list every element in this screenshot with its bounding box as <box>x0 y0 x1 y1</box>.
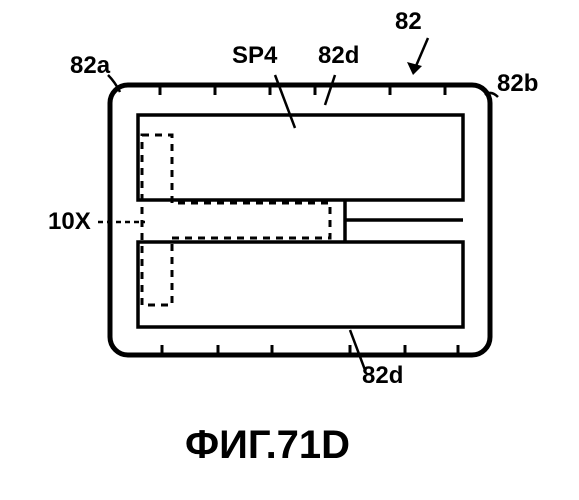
dashed-t-shape <box>142 135 330 305</box>
label-sp4: SP4 <box>232 42 277 70</box>
inner-panel-bottom <box>138 242 463 327</box>
label-82d-bottom: 82d <box>362 362 403 390</box>
arrow-82 <box>407 38 428 75</box>
figure-caption: ФИГ.71D <box>185 423 350 468</box>
label-82a: 82a <box>70 52 110 80</box>
label-82: 82 <box>395 8 422 36</box>
label-82d-top: 82d <box>318 42 359 70</box>
label-10x: 10X <box>48 208 91 236</box>
label-82b: 82b <box>497 70 538 98</box>
leader-82d-top <box>325 75 335 105</box>
inner-panel-top <box>138 115 463 200</box>
